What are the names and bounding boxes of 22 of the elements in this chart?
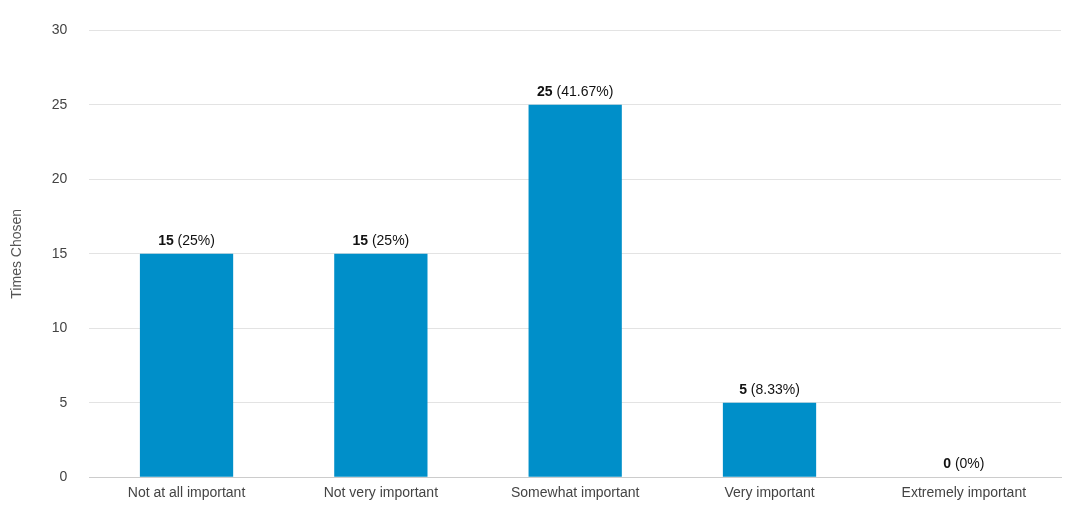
data-label: 15 (25%)	[158, 231, 215, 248]
y-tick-label: 10	[51, 319, 68, 336]
data-label: 5 (8.33%)	[739, 380, 800, 397]
y-tick-label: 5	[59, 393, 68, 410]
bar	[139, 253, 234, 477]
data-label: 15 (25%)	[352, 231, 410, 248]
y-tick-label: 25	[51, 95, 68, 112]
x-tick-label: Very important	[724, 484, 815, 501]
data-label: 0 (0%)	[943, 455, 985, 472]
bar	[334, 253, 428, 477]
x-tick-label: Not very important	[323, 484, 439, 501]
y-axis-title: Times Chosen	[8, 208, 25, 299]
y-tick-label: 20	[51, 170, 68, 187]
bar	[722, 402, 817, 477]
bar	[528, 104, 622, 477]
x-tick-label: Not at all important	[127, 484, 246, 501]
y-tick-label: 0	[59, 468, 68, 485]
y-tick-label: 30	[51, 21, 68, 38]
y-tick-label: 15	[51, 244, 68, 261]
x-tick-label: Extremely important	[901, 484, 1027, 501]
data-label: 25 (41.67%)	[537, 82, 614, 99]
x-tick-label: Somewhat important	[510, 484, 640, 501]
